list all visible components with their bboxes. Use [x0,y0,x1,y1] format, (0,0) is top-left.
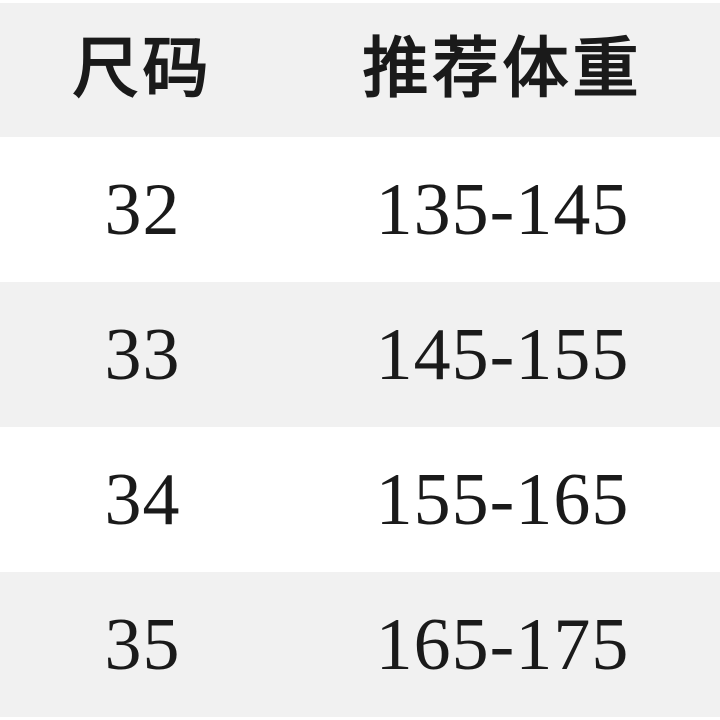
cell-size: 34 [104,458,181,541]
cell-size: 32 [104,168,181,251]
cell-size: 35 [104,603,181,686]
cell-recommended-weight: 145-155 [375,313,630,396]
table-row: 34 155-165 [0,427,720,572]
size-chart-table: 尺码 推荐体重 32 135-145 33 145-155 34 155-165… [0,3,720,717]
table-header: 尺码 推荐体重 [0,3,720,137]
column-header-recommended-weight: 推荐体重 [362,33,643,106]
table-row: 32 135-145 [0,137,720,282]
table-row: 35 165-175 [0,572,720,717]
column-header-size: 尺码 [72,33,213,106]
table-body: 32 135-145 33 145-155 34 155-165 35 165-… [0,137,720,717]
cell-size: 33 [104,313,181,396]
table-row: 33 145-155 [0,282,720,427]
cell-recommended-weight: 165-175 [375,603,630,686]
cell-recommended-weight: 155-165 [375,458,630,541]
table-header-row: 尺码 推荐体重 [0,3,720,137]
cell-recommended-weight: 135-145 [375,168,630,251]
